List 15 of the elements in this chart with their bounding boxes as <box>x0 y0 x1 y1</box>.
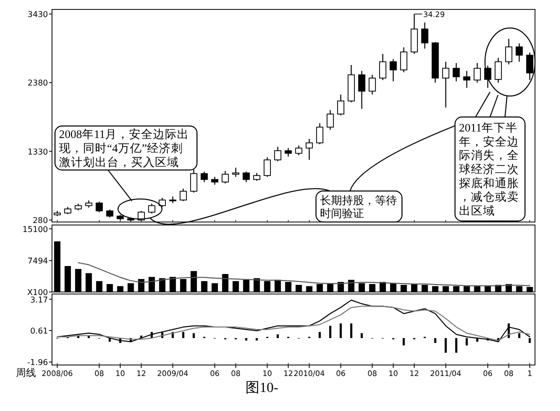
y-tick-label: -1.96 <box>27 358 48 368</box>
x-axis-title: 周线 <box>16 367 36 379</box>
annotation: 2011年下半年，安全边际消失，全球经济二次探底和通胀，减仓或卖出区域 <box>459 122 519 218</box>
annotation: 长期持股，等待时间验证 <box>320 194 397 220</box>
annotation: 2008年11月，安全边际出现，同时“4万亿”经济刺激计划出台，买入区域 <box>59 127 190 169</box>
y-tick-label: X100 <box>27 288 48 297</box>
y-tick-label: 7494 <box>28 256 48 266</box>
y-tick-label: 280 <box>32 216 48 226</box>
y-tick-label: 2380 <box>28 78 48 88</box>
y-tick-label: 1330 <box>28 147 48 156</box>
y-tick-label: 15100 <box>22 224 48 234</box>
caption: 图10- <box>246 381 279 396</box>
y-tick-label: 3.17 <box>30 295 48 304</box>
y-tick-label: 3430 <box>28 10 48 19</box>
y-tick-label: 0.61 <box>30 326 48 336</box>
